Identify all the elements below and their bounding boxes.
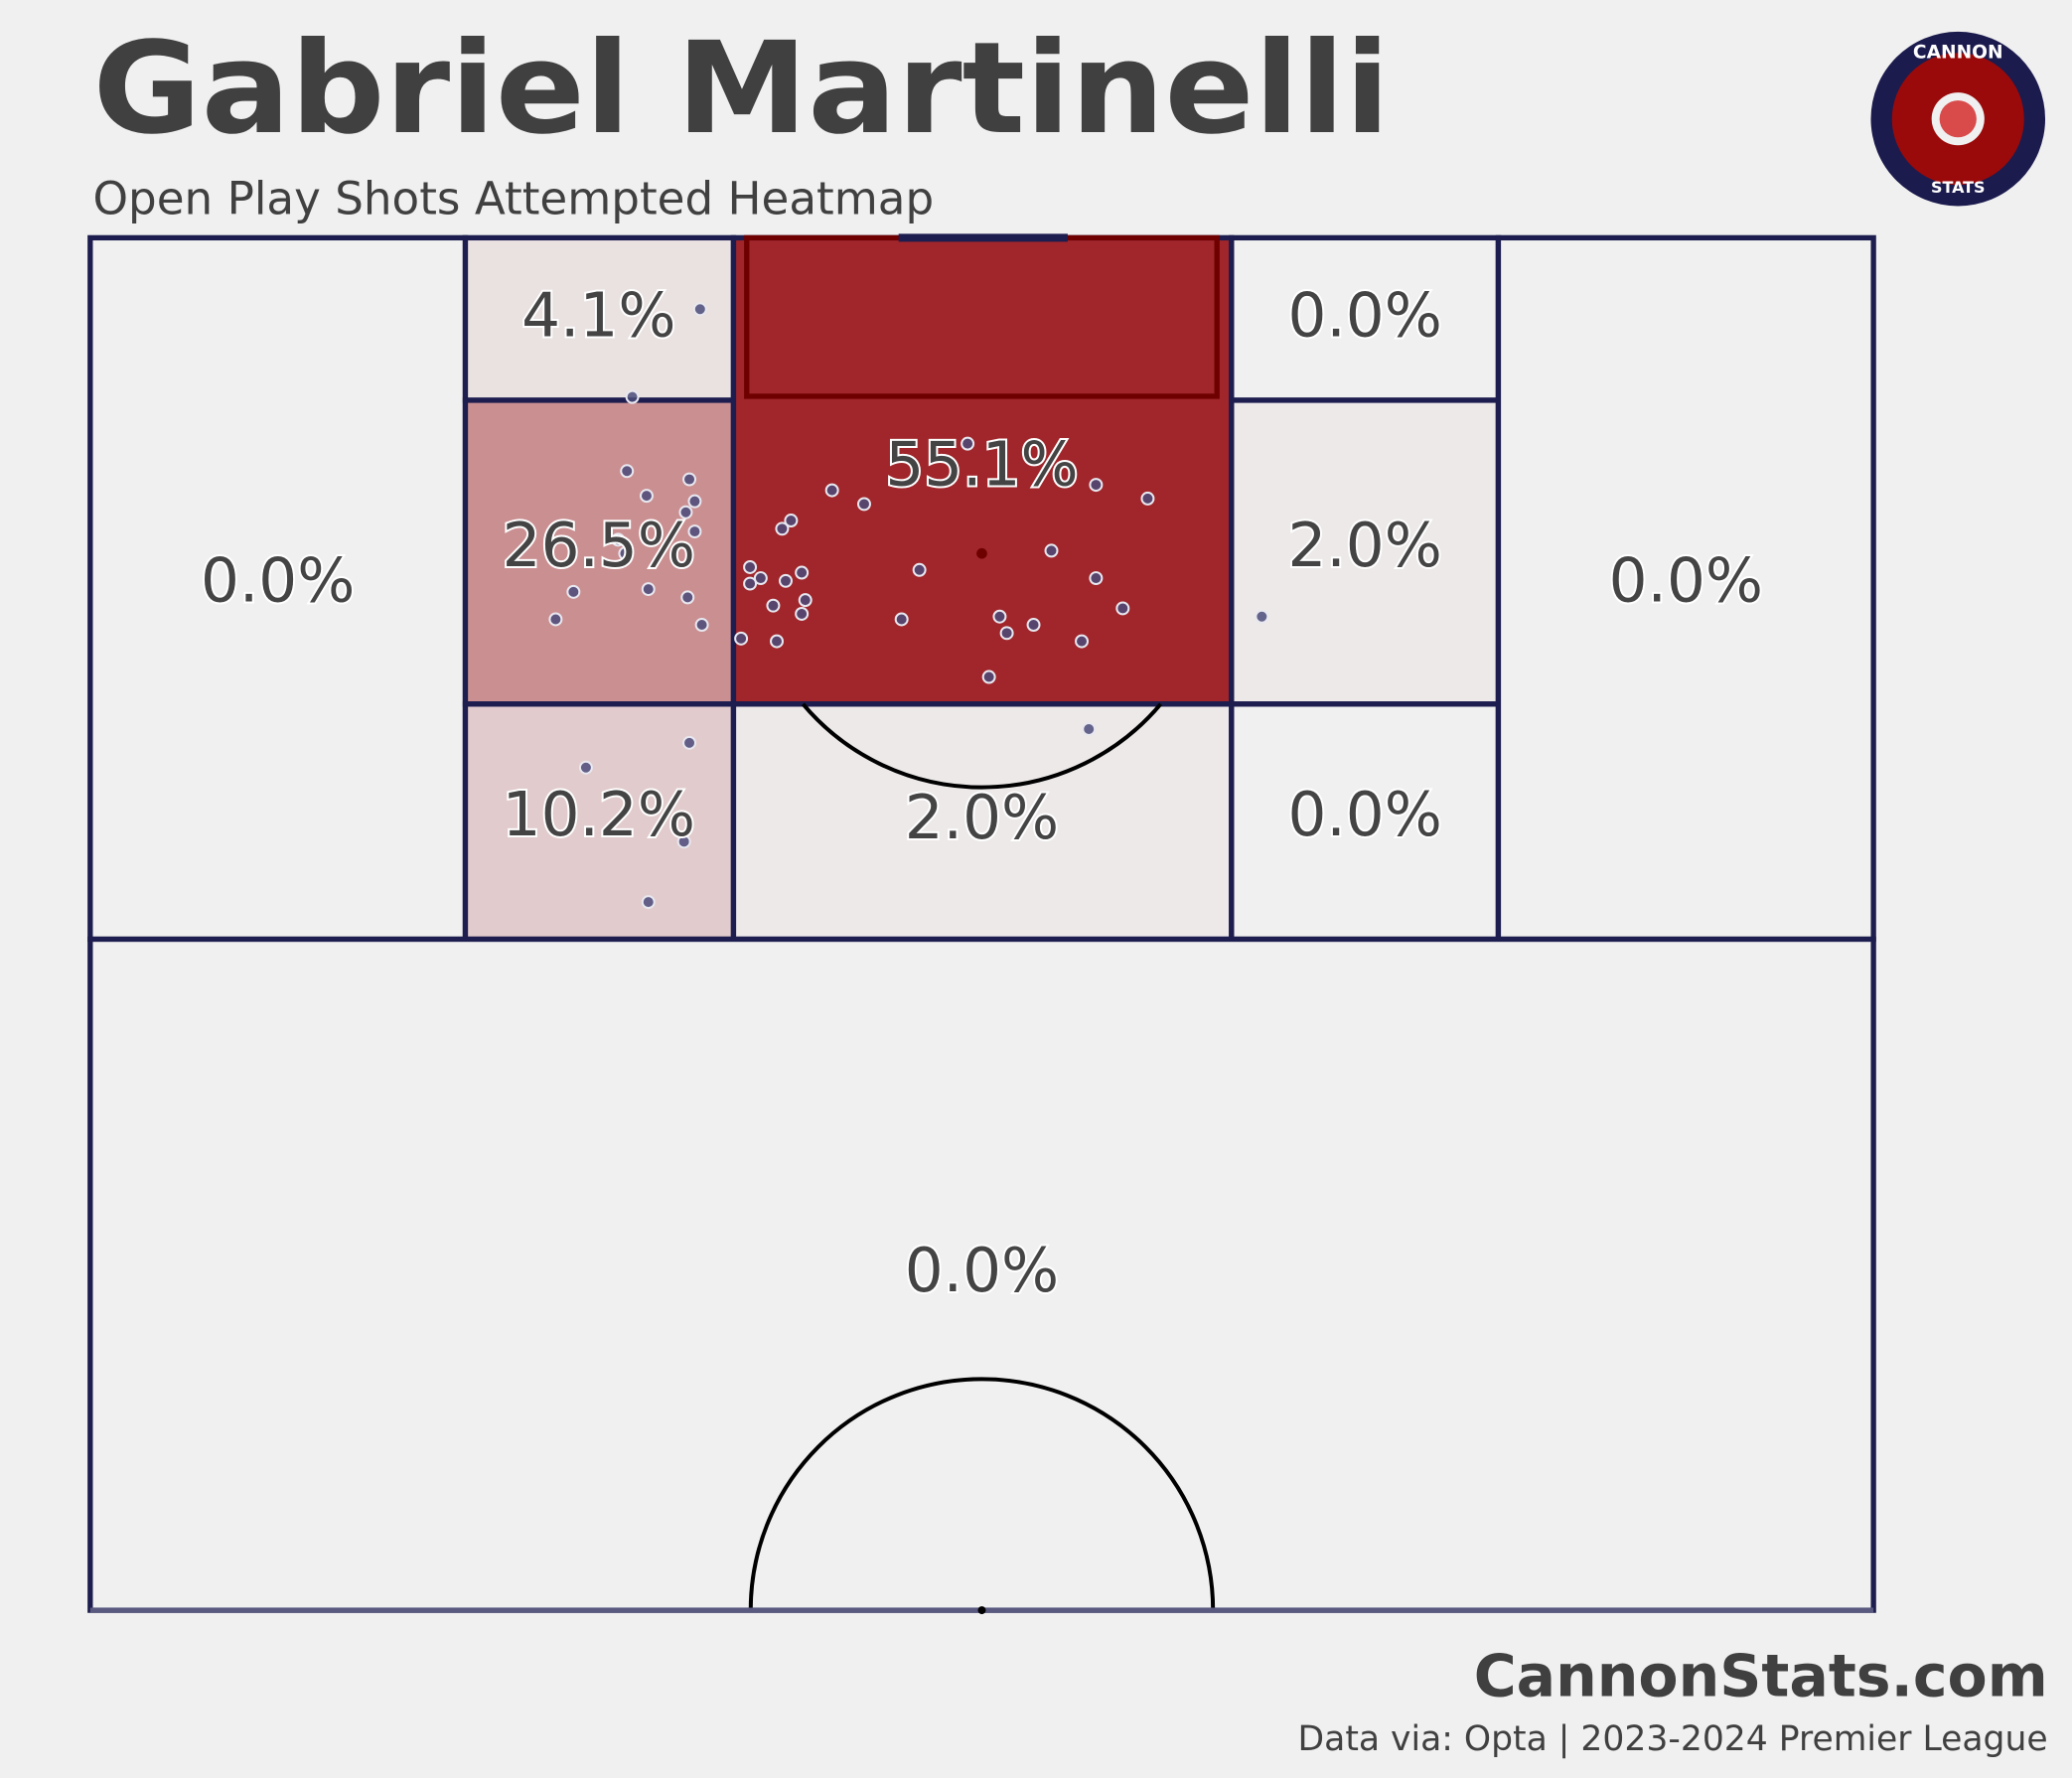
centre-circle [748, 1377, 1216, 1611]
zone [462, 234, 737, 403]
shot [795, 565, 810, 580]
shot [912, 562, 927, 577]
shot [961, 436, 975, 451]
pitch: 0.0% 4.1% 26.5% 10.2% 55.1% 2.0% 0.0% 2.0% 0.0% 0… [87, 233, 1876, 1615]
shot [743, 576, 758, 591]
zone-label: 26.5% [503, 511, 695, 581]
zone [1229, 701, 1502, 943]
shot [1115, 601, 1130, 616]
zone-label: 2.0% [1287, 511, 1441, 581]
shot [680, 590, 695, 605]
shot [694, 618, 709, 633]
shot [676, 834, 691, 849]
penalty-arc [801, 702, 1163, 790]
shot [620, 464, 635, 479]
shot [784, 514, 799, 527]
shot [639, 489, 654, 504]
logo-top: CANNON [1913, 43, 2003, 64]
zone-label: 0.0% [1287, 780, 1441, 850]
zone [87, 234, 469, 943]
shot [770, 634, 784, 649]
shot [743, 560, 758, 574]
shot [1026, 618, 1041, 633]
shot [824, 483, 839, 498]
shot [566, 584, 581, 599]
logo-ball-core [1939, 100, 1977, 138]
shot [682, 735, 697, 750]
shot [857, 497, 871, 512]
shot [798, 593, 813, 608]
shot [1140, 491, 1155, 506]
shot [678, 505, 693, 519]
shot [1044, 543, 1059, 558]
shot [641, 582, 656, 597]
penalty-spot [976, 547, 987, 559]
zone-label: 10.2% [503, 780, 695, 850]
subtitle: Open Play Shots Attempted Heatmap [92, 172, 934, 224]
zone [1229, 397, 1502, 707]
shot [779, 573, 793, 588]
logo-bottom: STATS [1931, 178, 1986, 197]
zone-label: 55.1% [885, 430, 1078, 501]
zone-label: 0.0% [1287, 280, 1441, 351]
zone-label: 2.0% [905, 783, 1059, 853]
centre-spot [977, 1606, 986, 1615]
logo: CANNON STATS [1870, 31, 2046, 207]
zone-label: 0.0% [905, 1236, 1059, 1306]
shot [753, 571, 768, 586]
zone [1495, 234, 1876, 943]
shot [734, 631, 749, 646]
zone [462, 397, 737, 707]
source-note: Data via: Opta | 2023-2024 Premier Leagu… [1298, 1719, 2048, 1759]
shot [618, 546, 633, 561]
shot [1089, 571, 1104, 586]
shot [1089, 478, 1104, 493]
shot [775, 521, 790, 536]
shot [1075, 634, 1089, 649]
shot [795, 606, 810, 621]
title: Gabriel Martinelli [92, 16, 1390, 163]
shot [894, 612, 909, 627]
shot [625, 389, 640, 404]
shot [1255, 609, 1269, 624]
shot [548, 612, 563, 627]
shot [611, 532, 626, 547]
zone-label: 4.1% [521, 280, 675, 351]
shot [981, 669, 996, 684]
shot [578, 760, 593, 775]
shot [682, 472, 697, 487]
site-name: CannonStats.com [1474, 1643, 2048, 1710]
shot [687, 524, 702, 539]
shot [766, 598, 781, 613]
shot [641, 895, 656, 910]
shot [992, 609, 1007, 624]
shot [687, 494, 702, 509]
shot [1082, 722, 1097, 737]
zone-label: 0.0% [201, 546, 355, 617]
shot [999, 626, 1014, 641]
zone-label: 0.0% [1609, 546, 1763, 617]
shot [692, 302, 707, 317]
